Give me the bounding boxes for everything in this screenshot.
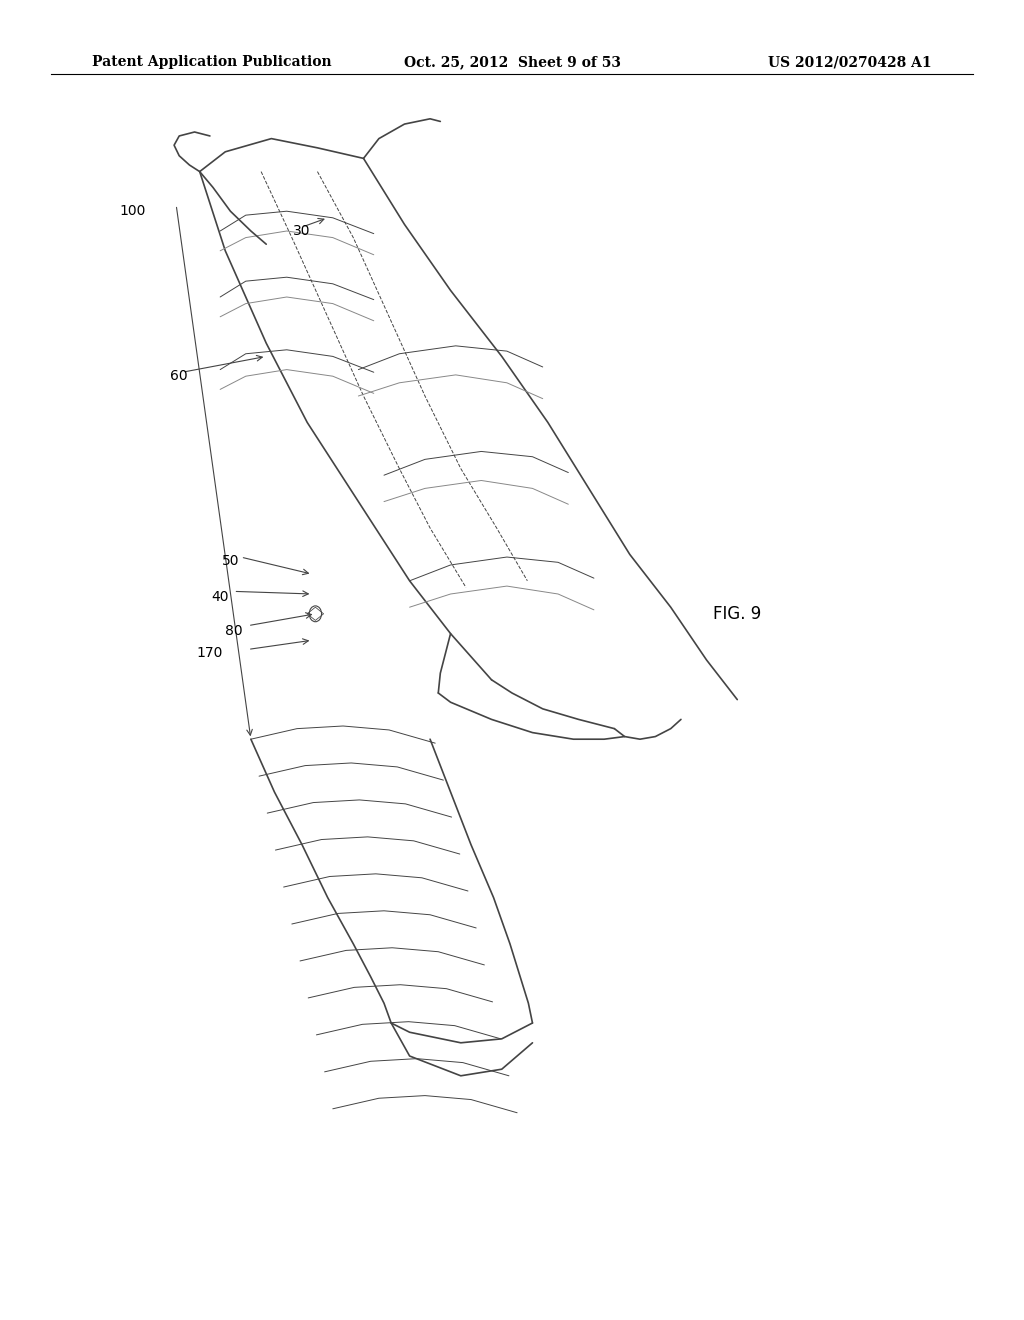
Text: 30: 30 [293, 224, 311, 238]
Text: US 2012/0270428 A1: US 2012/0270428 A1 [768, 55, 932, 70]
Text: 170: 170 [197, 647, 223, 660]
Text: 40: 40 [211, 590, 229, 603]
Text: Patent Application Publication: Patent Application Publication [92, 55, 332, 70]
Text: 80: 80 [224, 624, 243, 638]
Text: Oct. 25, 2012  Sheet 9 of 53: Oct. 25, 2012 Sheet 9 of 53 [403, 55, 621, 70]
Text: 60: 60 [170, 370, 188, 383]
Text: 50: 50 [221, 554, 240, 568]
Text: 100: 100 [120, 205, 146, 218]
Text: FIG. 9: FIG. 9 [713, 605, 762, 623]
